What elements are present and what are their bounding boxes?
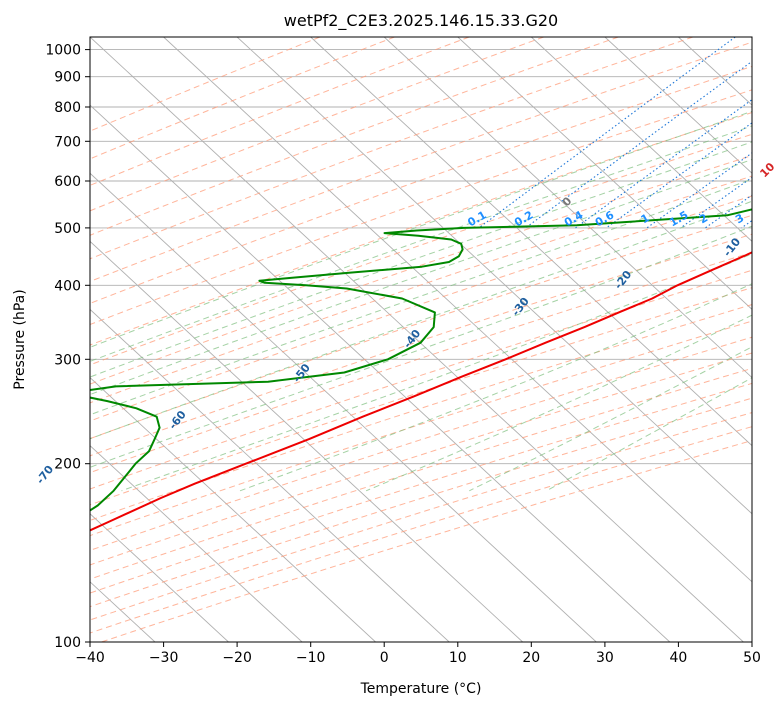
x-tick-label: −40 (75, 650, 105, 666)
dry-adiabat (90, 367, 752, 580)
data-layer (90, 208, 752, 532)
y-tick-label: 900 (54, 70, 81, 86)
y-tick-label: 100 (54, 635, 81, 651)
y-tick-label: 500 (54, 221, 81, 237)
isotherm-line (90, 172, 597, 642)
isotherm-line (90, 376, 376, 642)
dry-adiabat (90, 382, 752, 594)
mixing-ratio-line (478, 37, 736, 229)
y-tick-label: 400 (54, 278, 81, 294)
dewpoint-trace (90, 208, 752, 512)
mixing-ratio-line (525, 60, 752, 229)
y-tick-label: 200 (54, 457, 81, 473)
mixing-ratio-line (605, 122, 752, 229)
x-tick-label: −20 (222, 650, 252, 666)
y-tick-label: 700 (54, 134, 81, 150)
y-tick-label: 800 (54, 100, 81, 116)
x-tick-label: 20 (522, 650, 540, 666)
dry-adiabat (90, 352, 752, 566)
tick-layer: −40 −30 −20 −10 0 10 20 30 40 50 100 200 300 400 500 60… (45, 43, 761, 666)
x-tick-label: −10 (296, 650, 326, 666)
mixing-ratio-line (680, 176, 752, 229)
isotherm-line (236, 37, 752, 515)
dry-adiabat (90, 287, 752, 506)
moist-adiabat (121, 253, 752, 492)
isotherm-line (90, 444, 303, 642)
isotherm-line (530, 37, 752, 242)
y-tick-label: 600 (54, 174, 81, 190)
moist-adiabat (90, 200, 752, 440)
isotherm-line (383, 37, 752, 379)
chart-title: wetPf2_C2E3.2025.146.15.33.G20 (284, 11, 558, 31)
x-tick-label: −30 (149, 650, 179, 666)
x-axis-label: Temperature (°C) (360, 681, 482, 697)
isotherm-line (90, 240, 524, 642)
moist-adiabat (90, 110, 752, 348)
dry-adiabat (90, 412, 752, 621)
moist-adiabat (90, 125, 752, 362)
moist-adiabat (365, 314, 752, 492)
dry-adiabat (90, 336, 752, 551)
plot-frame (89, 36, 753, 643)
dry-adiabat (90, 111, 752, 346)
temperature-trace (90, 251, 752, 532)
dry-adiabat (90, 37, 470, 186)
isotherm-line (457, 37, 752, 311)
dry-adiabat (90, 37, 694, 260)
dry-adiabat (90, 37, 395, 160)
isotherm-line (90, 513, 229, 642)
x-tick-label: 50 (743, 650, 761, 666)
dry-adiabat (90, 397, 752, 608)
x-tick-label: 10 (449, 650, 467, 666)
x-tick-label: 40 (669, 650, 687, 666)
moist-adiabat (90, 178, 752, 416)
y-axis-label: Pressure (hPa) (12, 289, 28, 389)
isotherm-line (604, 37, 752, 174)
moist-adiabat (90, 225, 752, 468)
isotherm-line (90, 37, 744, 642)
dry-adiabat (90, 304, 752, 521)
y-tick-label: 1000 (45, 43, 81, 59)
isotherm-line (90, 308, 450, 642)
isotherm-line (163, 37, 752, 583)
grid-layer (90, 37, 752, 642)
moist-adiabat (90, 141, 752, 378)
moist-adiabat (90, 158, 752, 396)
dry-adiabat (90, 37, 619, 236)
dry-adiabat (90, 89, 752, 326)
y-tick-label: 300 (54, 352, 81, 368)
x-tick-label: 0 (380, 650, 389, 666)
dry-adiabat (90, 320, 752, 537)
isotherm-line (90, 104, 671, 642)
x-tick-label: 30 (596, 650, 614, 666)
